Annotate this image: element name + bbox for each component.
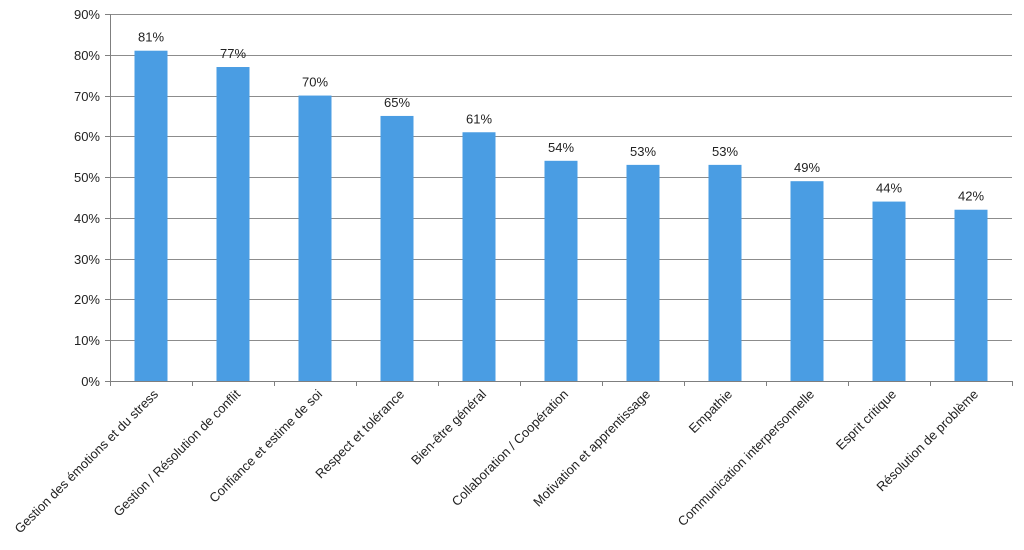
y-tick-label: 90% [74, 7, 100, 22]
y-tick-label: 0% [81, 374, 100, 389]
category-label: Bien-être général [408, 386, 489, 467]
y-axis-ticks: 0% 10% 20% 30% 40% 50% 60% 70% 80% 90% [74, 7, 110, 389]
bar [380, 115, 414, 381]
y-tick-label: 30% [74, 252, 100, 267]
bar [872, 201, 906, 381]
x-axis-category-labels: Gestion des émotions et du stressGestion… [12, 386, 982, 536]
data-label: 61% [466, 111, 492, 126]
category-label: Esprit critique [833, 387, 899, 453]
bar [462, 132, 496, 381]
data-labels: 81% 77% 70% 65% 61% 54% 53% 53% 49% 44% 42% [138, 30, 984, 204]
category-label: Empathie [686, 387, 735, 436]
data-label: 42% [958, 189, 984, 204]
data-label: 53% [630, 144, 656, 159]
axes [110, 14, 1013, 386]
data-label: 49% [794, 160, 820, 175]
category-label: Respect et tolérance [312, 387, 407, 482]
category-label: Communication interpersonnelle [675, 387, 817, 529]
y-tick-label: 50% [74, 170, 100, 185]
data-label: 70% [302, 75, 328, 90]
data-label: 44% [876, 181, 902, 196]
bar [216, 67, 250, 381]
y-tick-label: 10% [74, 333, 100, 348]
y-tick-label: 60% [74, 129, 100, 144]
bars [134, 50, 988, 382]
data-label: 53% [712, 144, 738, 159]
bar [954, 209, 988, 381]
bar [298, 95, 332, 382]
bar [134, 50, 168, 381]
bar [626, 164, 660, 381]
bar [708, 164, 742, 381]
data-label: 77% [220, 46, 246, 61]
data-label: 54% [548, 140, 574, 155]
bar [544, 160, 578, 381]
y-tick-label: 70% [74, 89, 100, 104]
category-label: Gestion des émotions et du stress [12, 386, 162, 536]
bar [790, 181, 824, 381]
y-tick-label: 40% [74, 211, 100, 226]
y-tick-label: 20% [74, 292, 100, 307]
data-label: 81% [138, 30, 164, 45]
data-label: 65% [384, 95, 410, 110]
y-tick-label: 80% [74, 48, 100, 63]
